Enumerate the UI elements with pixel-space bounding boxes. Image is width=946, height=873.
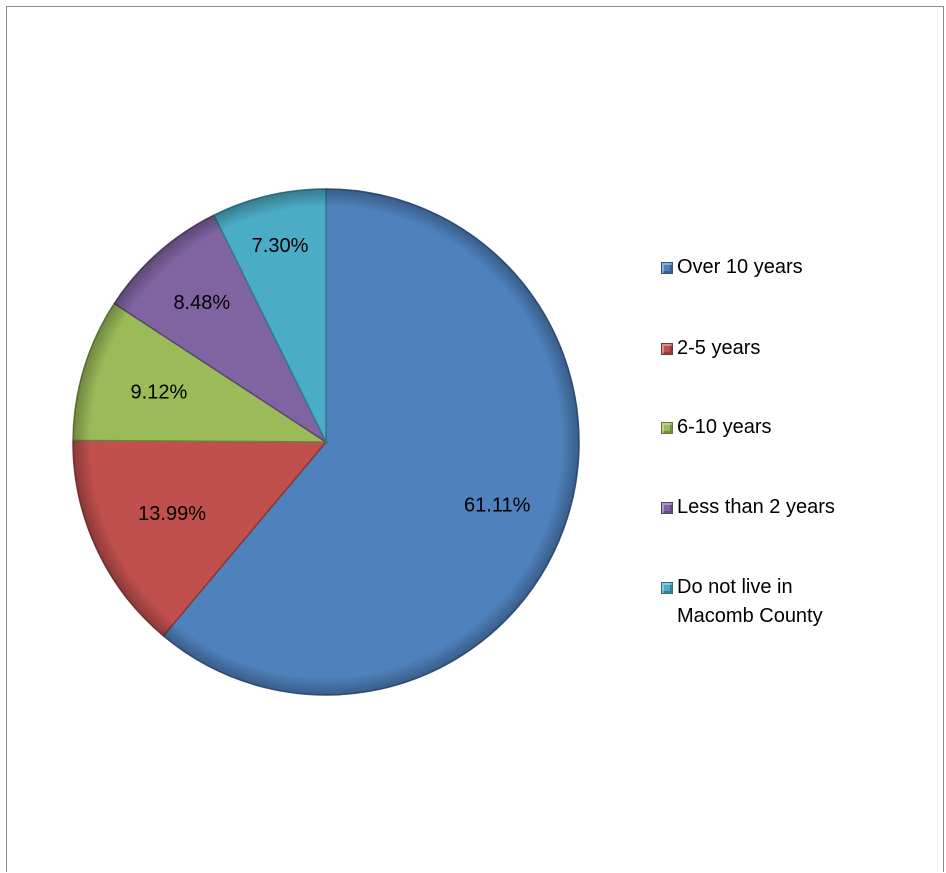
legend-swatch-less-than-2-years bbox=[661, 502, 673, 514]
legend-swatch-do-not-live-in-macomb-county bbox=[661, 582, 673, 594]
legend-label: Do not live in Macomb County bbox=[677, 576, 823, 627]
data-label-6-10-years: 9.12% bbox=[131, 382, 188, 404]
legend-swatch-2-5-years bbox=[661, 343, 673, 355]
data-label-2-5-years: 13.99% bbox=[138, 503, 206, 525]
legend-label: 6-10 years bbox=[677, 416, 772, 438]
legend-item-do-not-live-in-macomb-county: Do not live in Macomb County bbox=[661, 573, 867, 631]
legend-item-over-10-years: Over 10 years bbox=[661, 253, 867, 282]
legend-label: 2-5 years bbox=[677, 337, 761, 359]
legend-swatch-over-10-years bbox=[661, 262, 673, 274]
legend-item-6-10-years: 6-10 years bbox=[661, 413, 867, 442]
legend-item-2-5-years: 2-5 years bbox=[661, 334, 867, 363]
legend-item-less-than-2-years: Less than 2 years bbox=[661, 493, 867, 522]
legend-swatch-6-10-years bbox=[661, 422, 673, 434]
data-label-over-10-years: 61.11% bbox=[464, 494, 531, 516]
data-label-do-not-live-in-macomb-county: 7.30% bbox=[252, 235, 309, 257]
legend-label: Less than 2 years bbox=[677, 496, 835, 518]
data-label-less-than-2-years: 8.48% bbox=[173, 292, 230, 314]
legend-label: Over 10 years bbox=[677, 256, 803, 278]
